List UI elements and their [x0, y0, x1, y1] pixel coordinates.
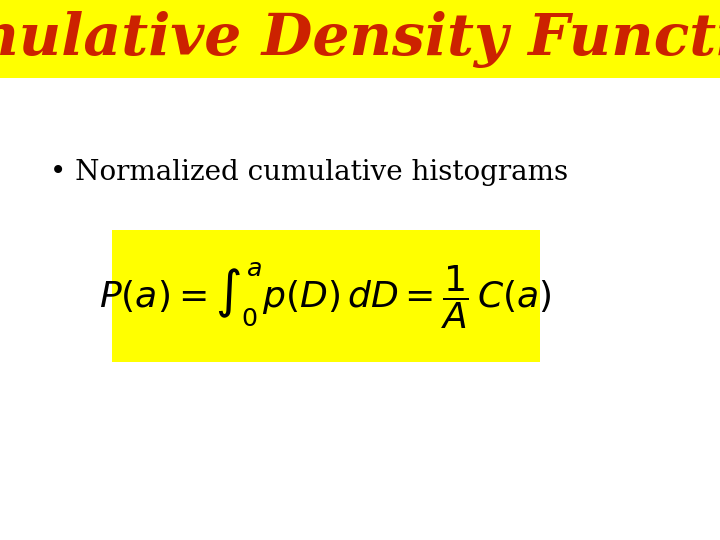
Bar [112, 230, 540, 362]
Text: Cumulative Density Functions: Cumulative Density Functions [0, 11, 720, 68]
Text: $P(a) = \int_{0}^{a} p(D)\,dD = \dfrac{1}{A}\,C(a)$: $P(a) = \int_{0}^{a} p(D)\,dD = \dfrac{1… [99, 260, 552, 331]
Bar [0, 0, 720, 78]
Text: • Normalized cumulative histograms: • Normalized cumulative histograms [50, 159, 569, 186]
